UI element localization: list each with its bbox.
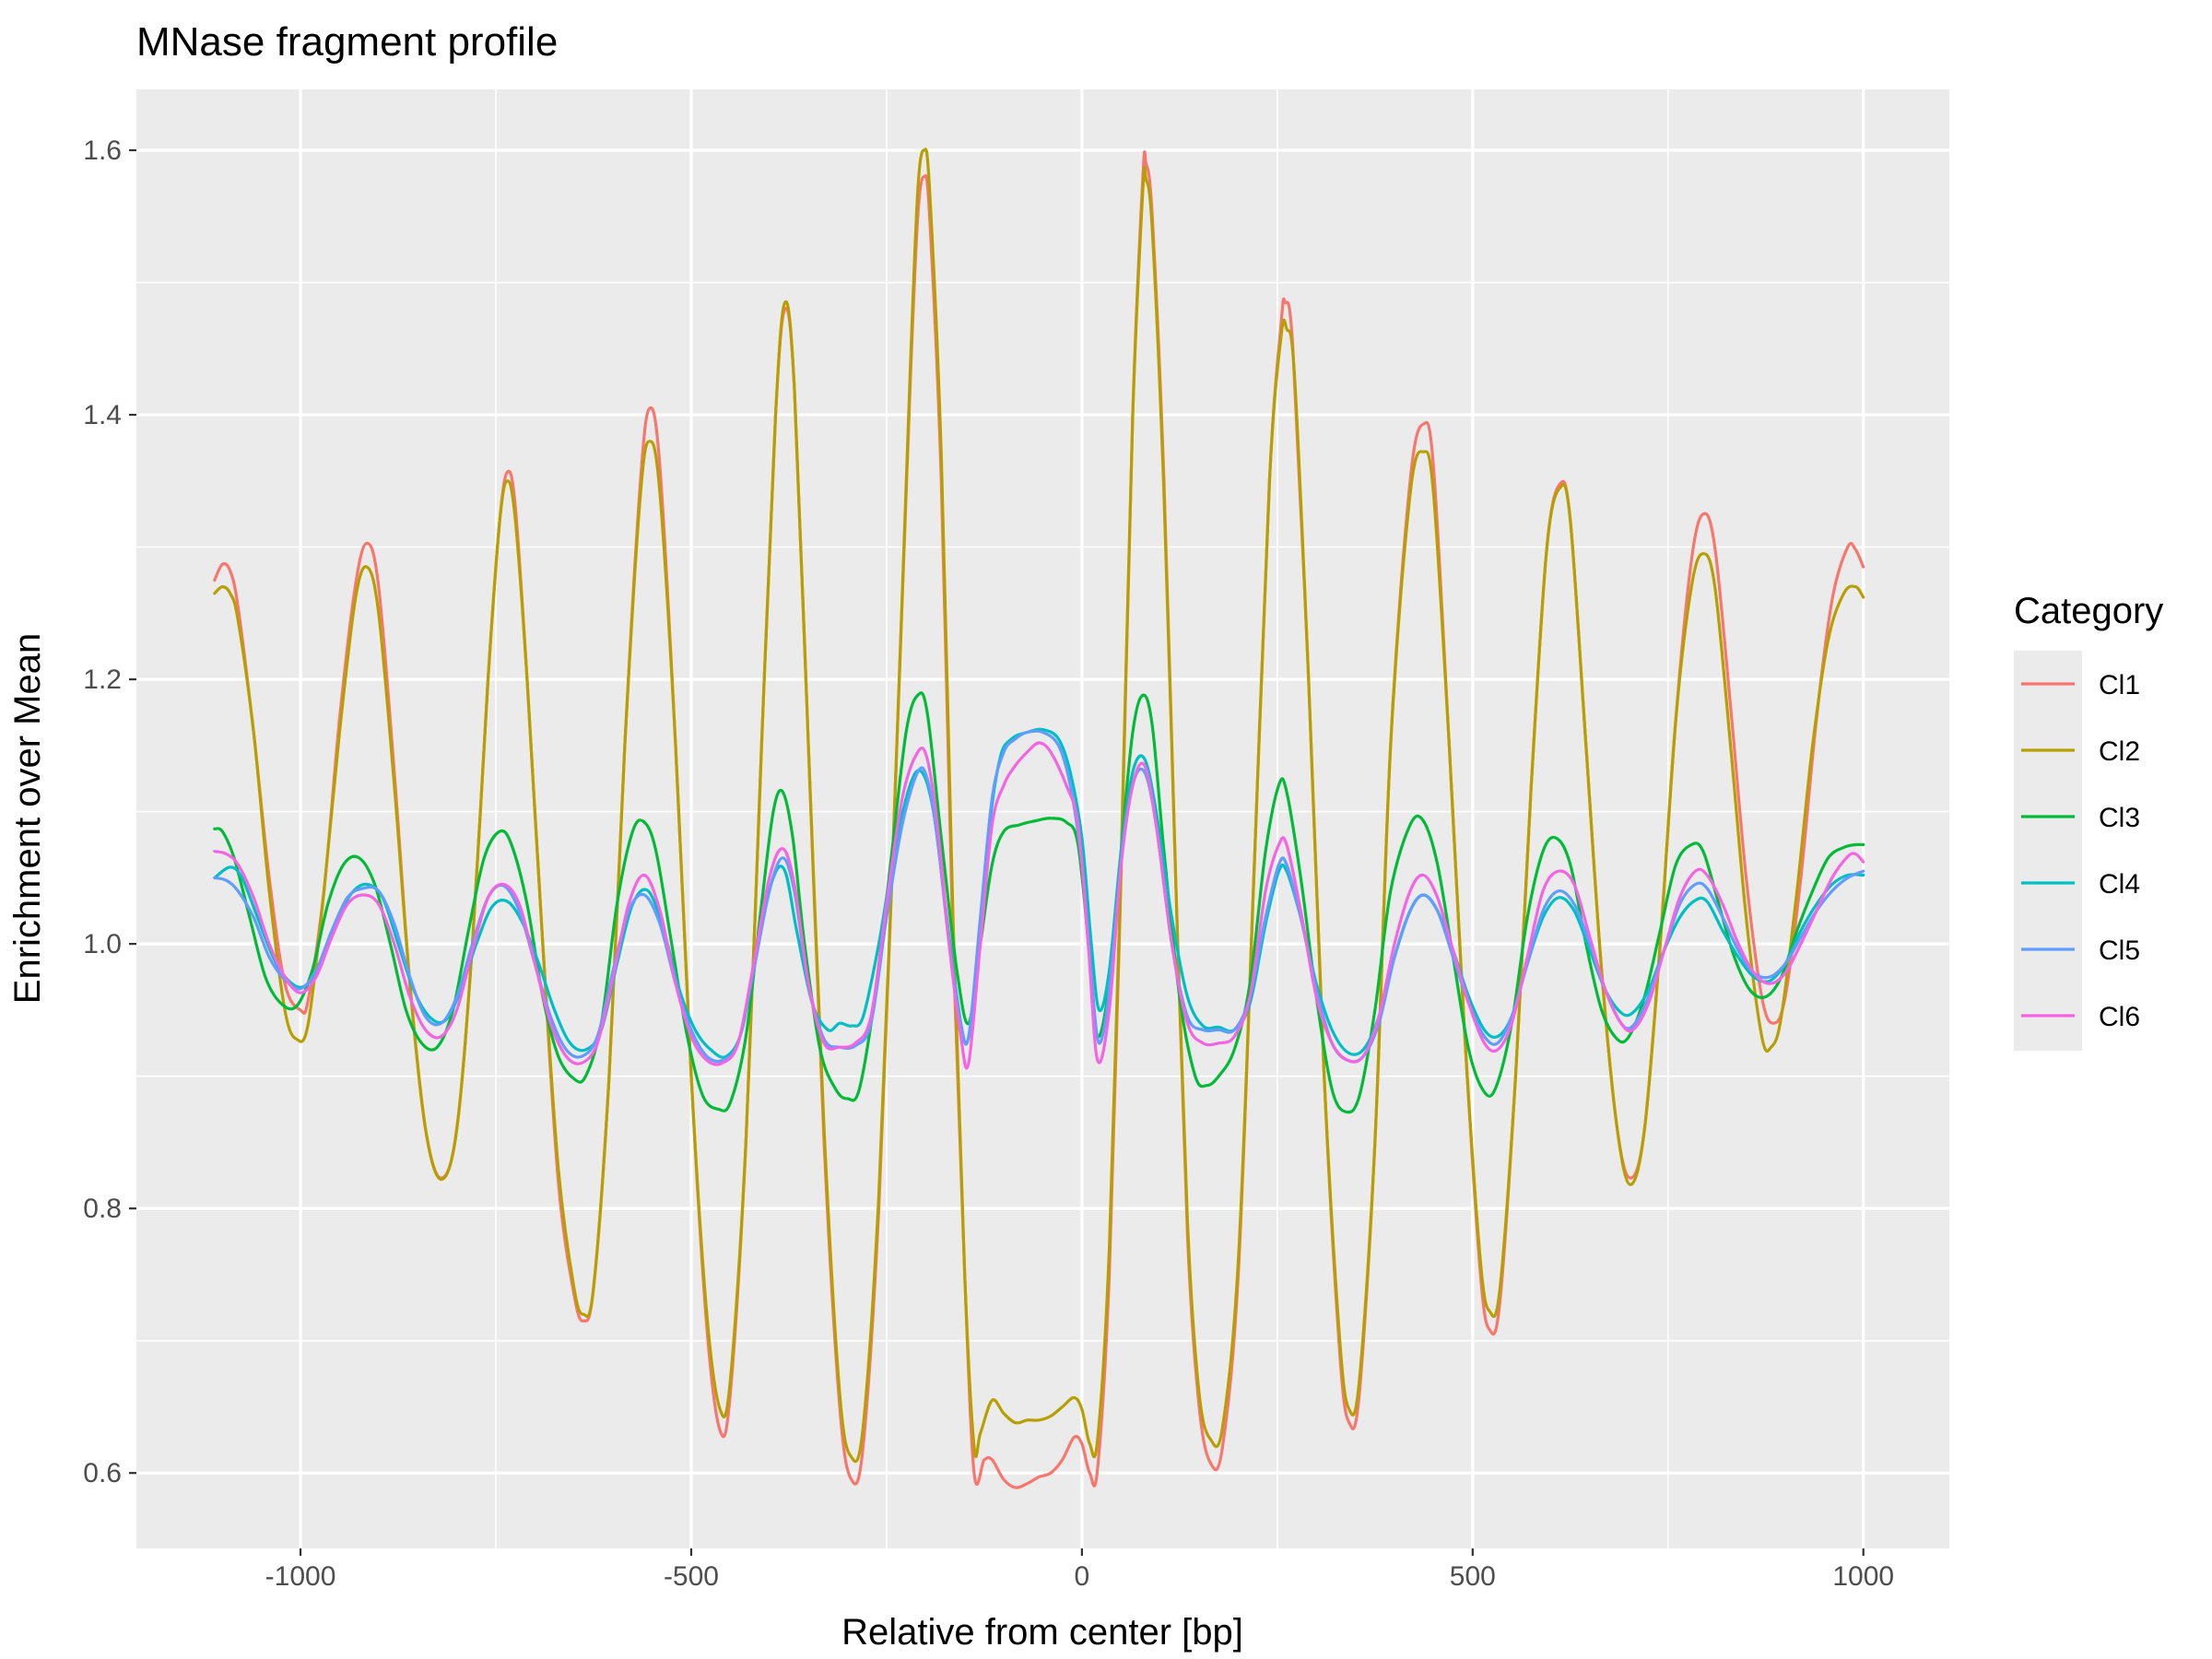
legend-items: Cl1 Cl2 Cl3 Cl4 Cl5 Cl6 — [2021, 670, 2140, 1032]
series-line-cl3 — [213, 691, 1865, 1114]
x-axis-ticks: -1000 -500 0 500 1000 — [265, 1548, 1894, 1592]
y-axis-ticks: 0.6 0.8 1.0 1.2 1.4 1.6 — [83, 135, 136, 1488]
legend-key-background — [2014, 651, 2082, 1051]
y-tick-label: 0.6 — [83, 1458, 122, 1488]
y-tick-label: 1.4 — [83, 400, 122, 430]
legend-label-cl6: Cl6 — [2099, 1002, 2140, 1032]
legend-label-cl3: Cl3 — [2099, 803, 2140, 833]
series-line-cl2 — [213, 147, 1865, 1464]
series-line-cl5 — [213, 729, 1865, 1064]
x-tick-label: -1000 — [265, 1561, 336, 1592]
y-tick-label: 0.8 — [83, 1194, 122, 1224]
y-axis-title: Enrichment over Mean — [7, 633, 48, 1004]
legend-label-cl4: Cl4 — [2099, 869, 2140, 900]
legend-label-cl5: Cl5 — [2099, 935, 2140, 966]
y-tick-label: 1.2 — [83, 665, 122, 695]
legend: Category Cl1 Cl2 Cl3 Cl4 Cl5 Cl6 — [2014, 591, 2163, 1051]
major-gridlines — [136, 89, 1949, 1548]
chart-title: MNase fragment profile — [136, 19, 558, 65]
x-axis-title: Relative from center [bp] — [841, 1612, 1243, 1653]
series-line-cl6 — [213, 741, 1865, 1070]
series-lines — [213, 147, 1865, 1489]
legend-label-cl1: Cl1 — [2099, 670, 2140, 700]
legend-label-cl2: Cl2 — [2099, 736, 2140, 767]
x-tick-label: 0 — [1075, 1561, 1090, 1592]
x-tick-label: 1000 — [1832, 1561, 1894, 1592]
y-tick-label: 1.0 — [83, 929, 122, 959]
x-tick-label: -500 — [664, 1561, 719, 1592]
y-tick-label: 1.6 — [83, 135, 122, 166]
minor-gridlines — [136, 89, 1949, 1548]
legend-title: Category — [2014, 591, 2163, 631]
x-tick-label: 500 — [1450, 1561, 1496, 1592]
